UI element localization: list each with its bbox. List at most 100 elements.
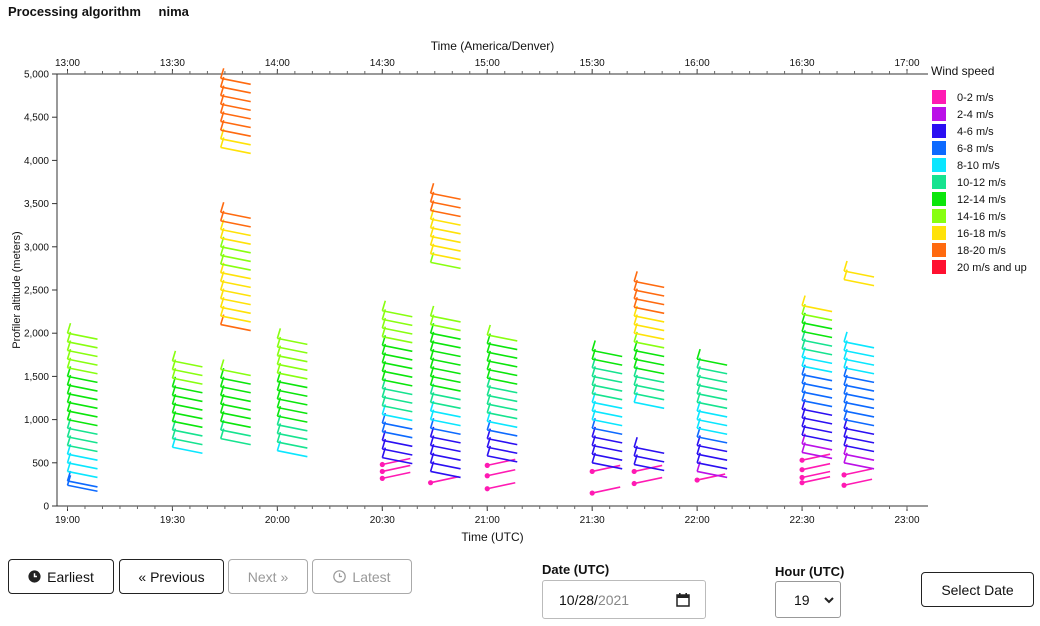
wind-barb [430, 410, 461, 418]
wind-barb [487, 437, 518, 446]
wind-barb [696, 453, 728, 461]
wind-barb [172, 446, 203, 455]
y-tick-label: 1,500 [24, 372, 49, 383]
wind-barb [382, 396, 413, 404]
wind-barb [801, 425, 833, 434]
wind-barb [220, 138, 251, 146]
wind-barb [487, 411, 518, 420]
wind-barb [172, 377, 203, 385]
wind-barb [277, 449, 308, 458]
wind-barb [220, 411, 251, 420]
legend-swatch [932, 209, 946, 223]
legend-label: 14-16 m/s [957, 211, 1006, 223]
wind-barb [382, 464, 411, 473]
wind-barb [801, 322, 833, 330]
wind-barb [220, 94, 251, 103]
wind-barb [430, 384, 461, 392]
wind-barb [220, 120, 251, 129]
wind-barb [487, 481, 516, 490]
wind-barb [696, 444, 728, 453]
wind-barb [843, 410, 875, 418]
wind-barb [430, 444, 461, 453]
wind-barb [801, 470, 831, 479]
wind-barb [801, 434, 833, 442]
wind-barb [430, 315, 461, 323]
wind-barb [220, 377, 251, 385]
wind-barb-calm-dot [841, 472, 847, 478]
select-date-button[interactable]: Select Date [921, 572, 1034, 607]
wind-barb [277, 415, 308, 423]
wind-profile-chart: 0 500 1,000 1,500 2,000 2,500 3,000 3,500 4,000 4… [11, 39, 1027, 544]
wind-barb-calm-dot [589, 490, 595, 496]
wind-barb [382, 404, 413, 413]
wind-barb [843, 349, 875, 358]
legend-swatch [932, 141, 946, 155]
legend-label: 18-20 m/s [957, 245, 1006, 257]
wind-barb [487, 377, 518, 385]
wind-barb-flag [429, 183, 435, 194]
wind-barb [172, 403, 203, 411]
wind-barb [843, 453, 875, 461]
wind-barb [220, 429, 251, 437]
wind-barb [843, 358, 875, 366]
latest-button-label: Latest [352, 568, 391, 585]
wind-barb [382, 353, 413, 361]
wind-barb [220, 315, 251, 323]
earliest-button-label: Earliest [47, 568, 94, 585]
wind-barb [592, 410, 623, 418]
earliest-button[interactable]: Earliest [8, 559, 114, 594]
wind-barb [382, 422, 413, 430]
wind-barb-calm-dot [694, 477, 700, 483]
wind-barb [220, 271, 251, 280]
wind-barb [592, 486, 621, 494]
latest-button[interactable]: Latest [312, 559, 412, 594]
wind-barb [592, 358, 623, 366]
wind-barb [634, 315, 665, 323]
wind-barb-calm-dot [799, 457, 805, 463]
legend-title: Wind speed [931, 64, 994, 78]
previous-button[interactable]: « Previous [119, 559, 224, 594]
wind-barb-calm-dot [427, 480, 434, 486]
wind-barb [487, 420, 518, 429]
wind-barb [277, 423, 308, 432]
wind-barb [487, 394, 518, 403]
wind-barb [801, 462, 831, 471]
wind-barb [67, 410, 98, 418]
wind-barb [801, 443, 833, 451]
processing-algorithm-header: Processing algorithm nima [8, 4, 189, 19]
wind-barb [592, 392, 623, 401]
wind-barb-flag [219, 68, 225, 79]
clock-icon [333, 570, 347, 583]
wind-barb-calm-dot [379, 468, 385, 475]
date-input[interactable]: 10/28/2021 [542, 580, 706, 619]
wind-barb [696, 392, 728, 401]
x-axis-label-bottom: Time (UTC) [461, 530, 523, 544]
wind-barb [634, 476, 663, 485]
wind-barb [487, 342, 518, 351]
wind-barb [220, 246, 251, 254]
wind-barb [801, 365, 833, 373]
wind-barb [634, 464, 663, 473]
wind-barb [592, 436, 623, 444]
wind-barb [634, 455, 665, 463]
wind-barb [634, 323, 665, 332]
y-tick-label: 2,500 [24, 286, 49, 297]
wind-barb [220, 385, 251, 394]
wind-barb [382, 309, 413, 318]
wind-barb [277, 337, 308, 346]
wind-barb-flag [591, 340, 596, 351]
x-tick-label-top: 13:00 [55, 58, 80, 69]
wind-barb [67, 418, 98, 427]
hour-select[interactable]: 19 [775, 581, 841, 618]
wind-barb [220, 103, 251, 112]
wind-barb [220, 77, 251, 86]
wind-barb [430, 475, 459, 484]
calendar-icon[interactable] [676, 593, 690, 607]
wind-barb-flag [276, 328, 282, 339]
wind-barb [430, 358, 461, 366]
wind-barb [220, 220, 251, 228]
wind-barb [801, 356, 833, 365]
wind-barb [172, 411, 203, 420]
wind-barb [843, 341, 875, 349]
next-button[interactable]: Next » [228, 559, 308, 594]
